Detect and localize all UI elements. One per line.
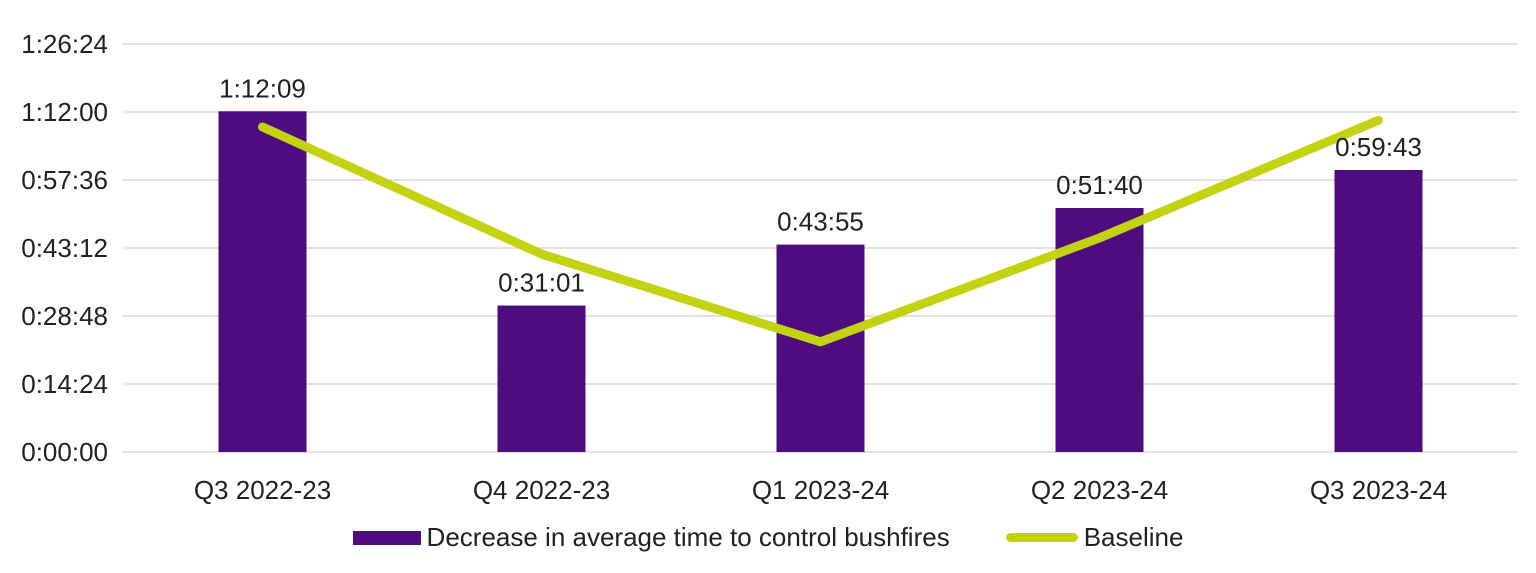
bar-data-label: 0:51:40: [1056, 170, 1143, 200]
bar-data-label: 0:43:55: [777, 207, 864, 237]
y-axis-tick-label: 1:12:00: [21, 97, 108, 127]
x-axis-category-label: Q2 2023-24: [1031, 475, 1168, 505]
baseline-series-label: Baseline: [1083, 522, 1184, 552]
baseline-line: [258, 115, 1383, 347]
bar-data-label: 0:31:01: [498, 268, 585, 298]
legend-item-bars: Decrease in average time to control bush…: [352, 522, 950, 553]
y-axis-tick-label: 0:28:48: [21, 301, 108, 331]
y-axis-tick-label: 1:26:24: [21, 29, 108, 59]
bar: [776, 244, 865, 452]
bar-series-swatch-icon: [352, 530, 421, 545]
x-axis-category-label: Q1 2023-24: [752, 475, 889, 505]
bar: [218, 111, 307, 453]
legend-item-baseline: Baseline: [1005, 522, 1184, 553]
legend: Decrease in average time to control bush…: [0, 522, 1536, 553]
bar: [497, 305, 586, 452]
y-axis-tick-label: 0:43:12: [21, 233, 108, 263]
x-axis-category-label: Q3 2022-23: [194, 475, 331, 505]
bar-data-label: 1:12:09: [219, 73, 306, 103]
y-axis-tick-label: 0:57:36: [21, 165, 108, 195]
baseline-series-swatch-icon: [1005, 533, 1078, 542]
x-axis-category-label: Q4 2022-23: [473, 475, 610, 505]
y-axis-tick-label: 0:14:24: [21, 369, 108, 399]
bar-series-label: Decrease in average time to control bush…: [426, 522, 950, 552]
bar-data-label: 0:59:43: [1335, 132, 1422, 162]
bar: [1334, 170, 1423, 452]
x-axis-category-label: Q3 2023-24: [1310, 475, 1447, 505]
y-axis-tick-label: 0:00:00: [21, 437, 108, 467]
